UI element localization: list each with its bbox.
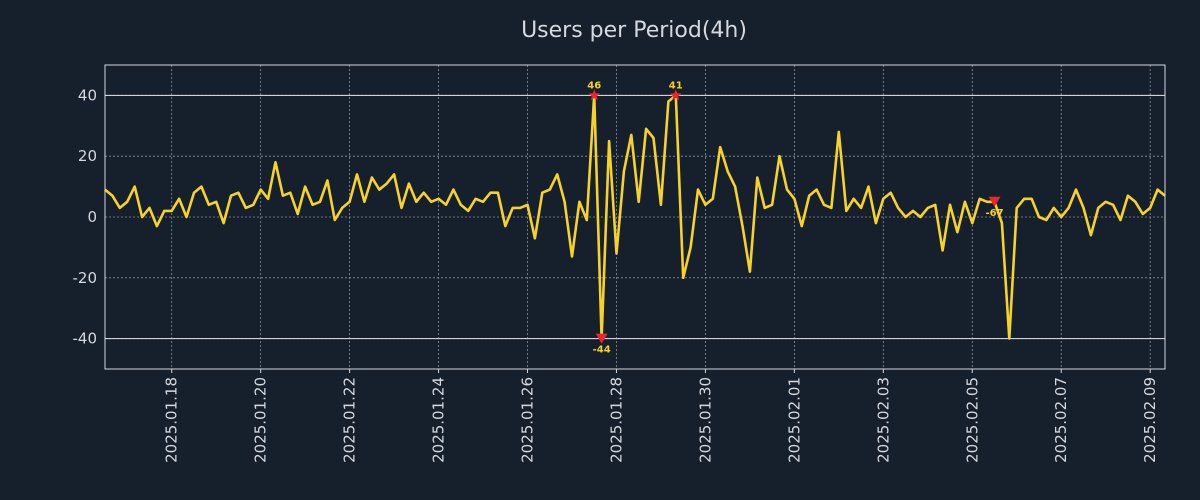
- x-tick-label: 2025.01.18: [163, 377, 181, 463]
- x-tick-label: 2025.01.20: [252, 377, 270, 463]
- x-tick-label: 2025.01.30: [696, 377, 714, 463]
- x-tick-label: 2025.01.22: [341, 377, 359, 463]
- y-tick-label: 20: [78, 147, 97, 165]
- annotation-label: -67: [985, 208, 1003, 219]
- y-tick-label: 40: [78, 86, 97, 104]
- annotation-label: 41: [669, 80, 683, 91]
- grid: [105, 65, 1165, 369]
- plot-frame: [104, 64, 1166, 370]
- series-layer: [104, 94, 1166, 340]
- max-marker: [670, 89, 682, 101]
- x-tick-label: 2025.02.07: [1052, 377, 1070, 463]
- annotation-label: -44: [593, 345, 611, 356]
- y-tick-label: 0: [87, 208, 97, 226]
- annotation-label: 46: [587, 80, 601, 91]
- y-tick-label: -40: [73, 330, 98, 348]
- x-tick-label: 2025.02.05: [963, 377, 981, 463]
- reference-lines: [105, 94, 1165, 340]
- x-axis: 2025.01.18 2025.01.20 2025.01.22 2025.01.24…: [163, 369, 1159, 463]
- x-tick-label: 2025.01.28: [607, 377, 625, 463]
- x-tick-label: 2025.02.01: [785, 377, 803, 463]
- x-tick-label: 2025.02.03: [874, 377, 892, 463]
- min-marker: [595, 333, 608, 344]
- y-tick-label: -20: [73, 269, 98, 287]
- y-axis: 40 20 0 -20 -40: [73, 86, 98, 347]
- annotation-layer: 46 41 -44 -67: [587, 80, 1003, 355]
- min-marker: [988, 196, 1001, 207]
- max-marker: [588, 89, 600, 101]
- series-line-users: [104, 94, 1166, 340]
- chart-title: Users per Period(4h): [521, 18, 747, 43]
- x-tick-label: 2025.01.24: [430, 377, 448, 463]
- x-tick-label: 2025.01.26: [519, 377, 537, 463]
- x-tick-label: 2025.02.09: [1141, 377, 1159, 463]
